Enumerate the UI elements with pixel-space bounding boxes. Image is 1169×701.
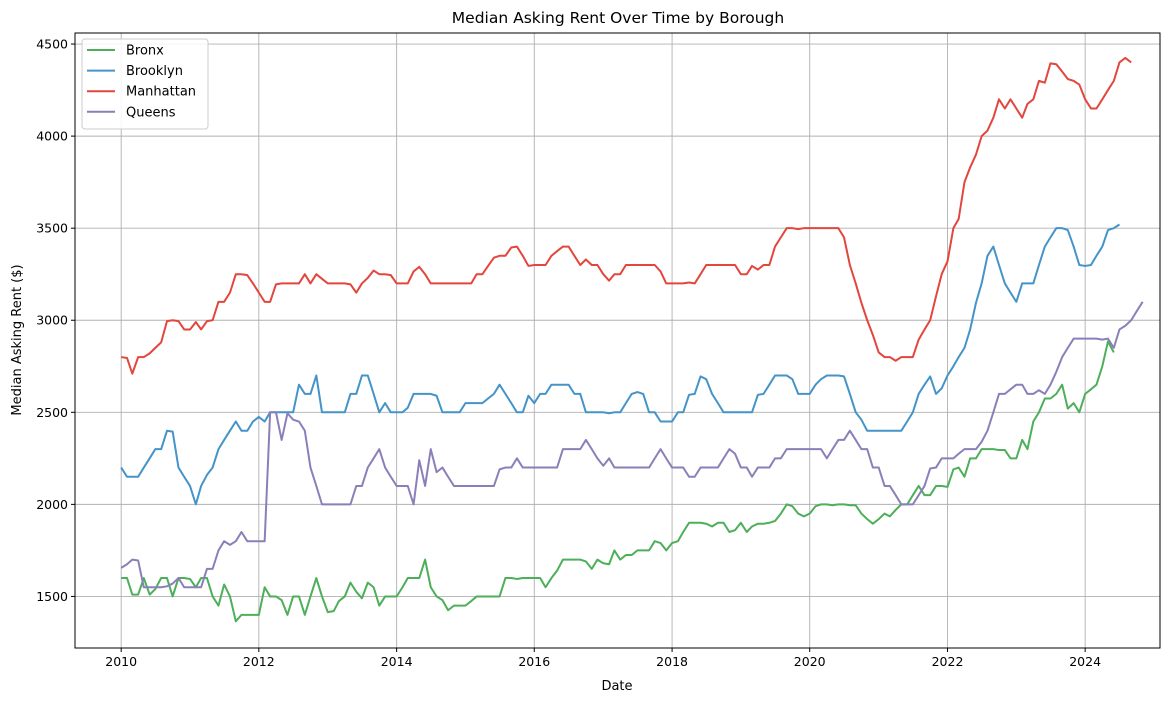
legend-label-queens: Queens <box>126 105 176 120</box>
y-tick-label: 2500 <box>36 405 68 420</box>
plot-frame <box>74 32 1161 649</box>
series-lines <box>120 56 1144 623</box>
legend-label-bronx: Bronx <box>126 44 164 59</box>
y-tick-label: 4500 <box>36 37 68 52</box>
x-tick-label: 2018 <box>656 654 688 669</box>
x-tick-label: 2012 <box>243 654 275 669</box>
chart-title: Median Asking Rent Over Time by Borough <box>452 9 784 27</box>
series-line-queens <box>120 301 1144 589</box>
y-tick-label: 2000 <box>36 497 68 512</box>
legend-label-brooklyn: Brooklyn <box>126 64 183 79</box>
y-axis-ticks: 1500 2000 2500 3000 3500 4000 4500 <box>36 37 75 604</box>
y-axis-title: Median Asking Rent ($) <box>10 264 25 415</box>
x-tick-label: 2022 <box>932 654 964 669</box>
series-line-bronx <box>121 340 1115 623</box>
series-line-manhattan <box>121 56 1132 375</box>
y-tick-label: 3500 <box>36 221 68 236</box>
y-tick-label: 3000 <box>36 313 68 328</box>
legend-label-manhattan: Manhattan <box>126 85 196 100</box>
x-axis-title: Date <box>601 679 632 694</box>
y-tick-label: 4000 <box>36 129 68 144</box>
x-tick-label: 2010 <box>105 654 137 669</box>
x-tick-label: 2020 <box>794 654 826 669</box>
x-tick-label: 2014 <box>381 654 413 669</box>
x-tick-label: 2024 <box>1069 654 1101 669</box>
legend-frame <box>81 38 209 130</box>
legend: Bronx Brooklyn Manhattan Queens <box>81 38 209 130</box>
y-tick-label: 1500 <box>36 589 68 604</box>
x-axis-ticks: 2010 2012 2014 2016 2018 2020 2022 2024 <box>105 648 1101 669</box>
x-tick-label: 2016 <box>518 654 550 669</box>
